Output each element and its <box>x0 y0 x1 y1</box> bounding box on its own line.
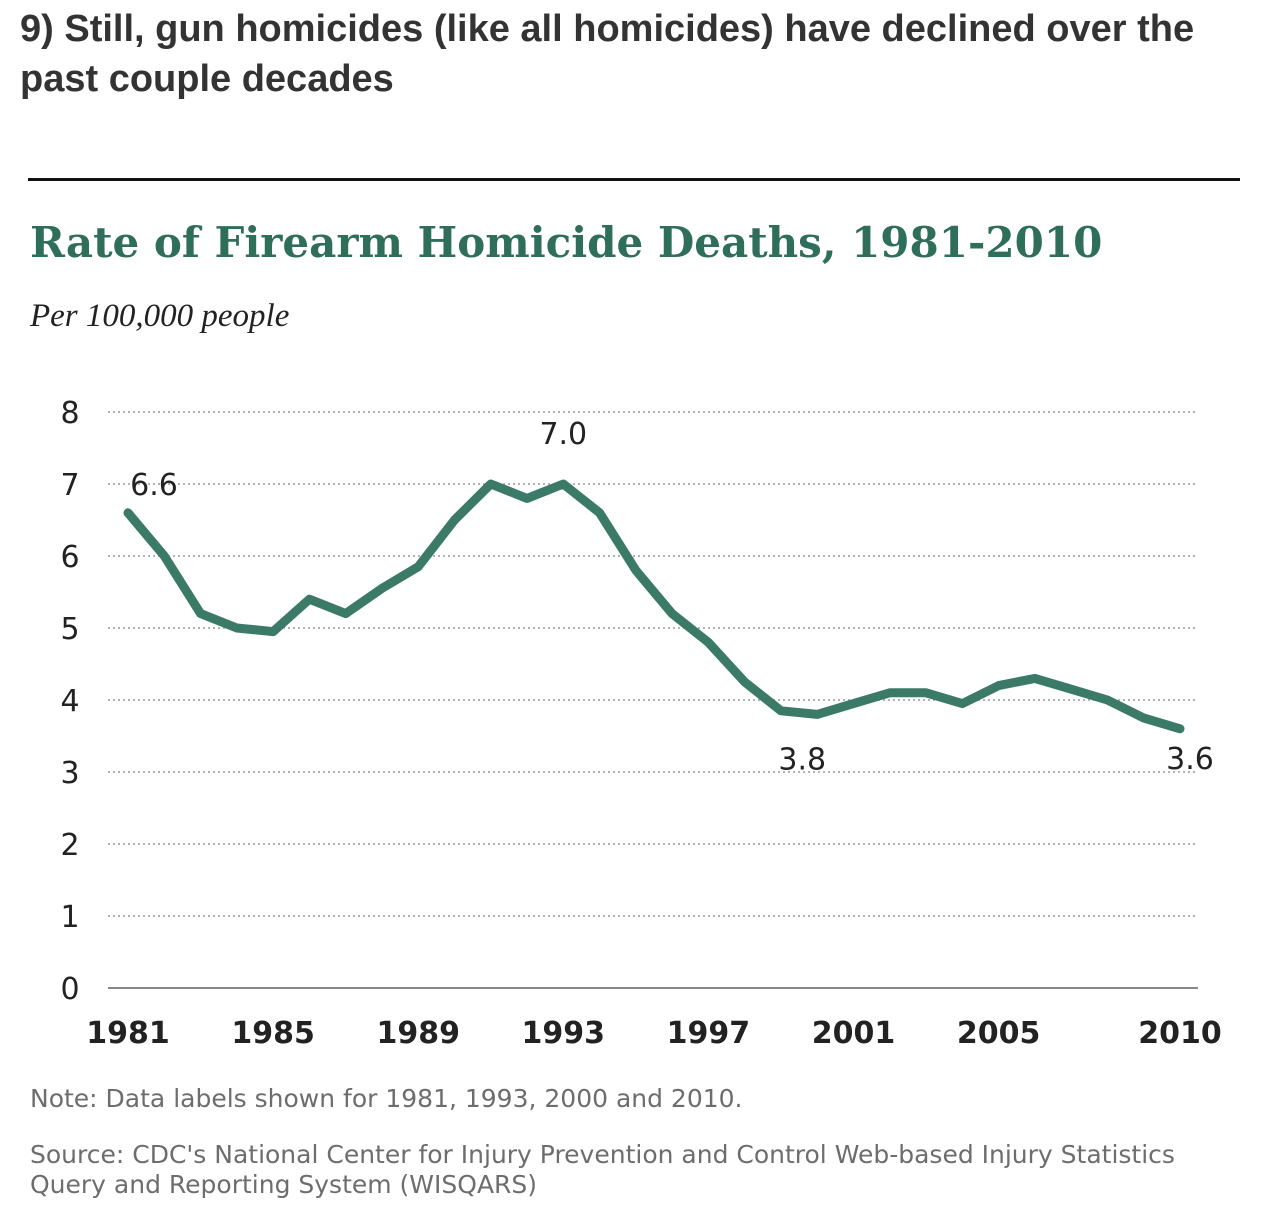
x-tick-label: 1993 <box>522 1016 606 1051</box>
x-tick-label: 1989 <box>376 1016 460 1051</box>
y-tick-label: 3 <box>60 756 79 791</box>
chart-title: Rate of Firearm Homicide Deaths, 1981-20… <box>30 218 1103 267</box>
chart-source: Source: CDC's National Center for Injury… <box>30 1140 1175 1199</box>
data-label: 3.6 <box>1166 742 1214 777</box>
series-line <box>123 479 1185 734</box>
x-tick-label: 1997 <box>667 1016 751 1051</box>
x-tick-label: 2005 <box>957 1016 1041 1051</box>
y-tick-label: 5 <box>60 612 79 647</box>
data-label: 6.6 <box>130 468 178 503</box>
data-labels: 6.6 7.0 3.8 3.6 <box>130 417 1214 777</box>
article-headline: 9) Still, gun homicides (like all homici… <box>20 8 1195 100</box>
y-tick-label: 0 <box>60 972 79 1007</box>
y-tick-label: 1 <box>60 900 79 935</box>
firearm-homicide-line-chart: 0 1 2 3 4 5 6 7 8 1981 1985 1989 1993 1997 2001 2005 20… <box>60 396 1222 1051</box>
y-tick-label: 4 <box>60 684 79 719</box>
x-tick-label: 2001 <box>812 1016 896 1051</box>
y-tick-label: 8 <box>60 396 79 431</box>
y-tick-label: 7 <box>60 468 79 503</box>
x-tick-label: 1985 <box>231 1016 315 1051</box>
y-tick-label: 6 <box>60 540 79 575</box>
chart-note: Note: Data labels shown for 1981, 1993, … <box>30 1084 743 1113</box>
gridlines <box>108 411 1198 989</box>
chart-subtitle: Per 100,000 people <box>30 298 290 334</box>
data-label: 3.8 <box>778 742 826 777</box>
y-axis-ticks: 0 1 2 3 4 5 6 7 8 <box>60 396 79 1007</box>
x-tick-label: 2010 <box>1138 1016 1222 1051</box>
data-label: 7.0 <box>539 417 587 452</box>
x-axis-ticks: 1981 1985 1989 1993 1997 2001 2005 2010 <box>86 1016 1222 1051</box>
y-tick-label: 2 <box>60 828 79 863</box>
divider-rule <box>28 178 1240 181</box>
x-tick-label: 1981 <box>86 1016 170 1051</box>
